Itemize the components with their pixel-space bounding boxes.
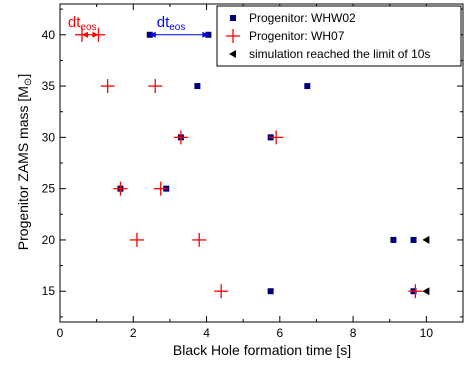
y-tick-label: 20 [42, 233, 56, 247]
y-axis-label: Progenitor ZAMS mass [M⊙] [15, 74, 34, 250]
y-tick-label: 25 [42, 182, 56, 196]
x-axis-label: Black Hole formation time [s] [173, 342, 351, 358]
data-marks [75, 28, 429, 298]
legend-entry-0: Progenitor: WHW02 [249, 11, 356, 25]
series-2-triangle-left-point [422, 236, 429, 244]
x-tick-label: 6 [276, 326, 283, 340]
series-1-plus-point [269, 130, 283, 144]
dt-eos-annotation-0: dteos [68, 14, 99, 38]
dt-main-text: dt [68, 14, 81, 31]
x-tick-label: 10 [420, 326, 434, 340]
series-0-square-point [268, 288, 274, 294]
series-1-plus-point [174, 130, 188, 144]
dt-subscript-text: eos [169, 22, 185, 33]
x-tick-label: 2 [130, 326, 137, 340]
dt-eos-label: dteos [68, 14, 97, 33]
series-1-plus-point [130, 233, 144, 247]
series-1-plus-point [148, 79, 162, 93]
dt-eos-annotation-1: dteos [150, 14, 209, 38]
legend-entry-2: simulation reached the limit of 10s [249, 47, 430, 61]
series-1-plus-point [408, 284, 422, 298]
legend-entry-1: Progenitor: WH07 [249, 29, 345, 43]
series-1-plus-point [192, 233, 206, 247]
series-0-square-point [304, 83, 310, 89]
x-tick-label: 0 [57, 326, 64, 340]
series-1-plus-point [154, 182, 168, 196]
series-2-triangle-left-point [422, 287, 429, 295]
series-1-plus-point [113, 182, 127, 196]
x-tick-label: 8 [350, 326, 357, 340]
y-tick-label: 40 [42, 28, 56, 42]
series-1-plus-point [214, 284, 228, 298]
series-0-square-point [194, 83, 200, 89]
dt-eos-label: dteos [157, 14, 186, 33]
y-tick-label: 35 [42, 79, 56, 93]
dt-subscript-text: eos [80, 22, 96, 33]
series-1-plus-point [101, 79, 115, 93]
dt-main-text: dt [157, 14, 170, 31]
legend-marker-square [230, 15, 236, 21]
series-0-square-point [390, 237, 396, 243]
series-0-square-point [411, 237, 417, 243]
x-tick-label: 4 [203, 326, 210, 340]
y-tick-label: 15 [42, 284, 56, 298]
legend: Progenitor: WHW02 Progenitor: WH07 simulat… [217, 6, 461, 66]
y-tick-label: 30 [42, 130, 56, 144]
